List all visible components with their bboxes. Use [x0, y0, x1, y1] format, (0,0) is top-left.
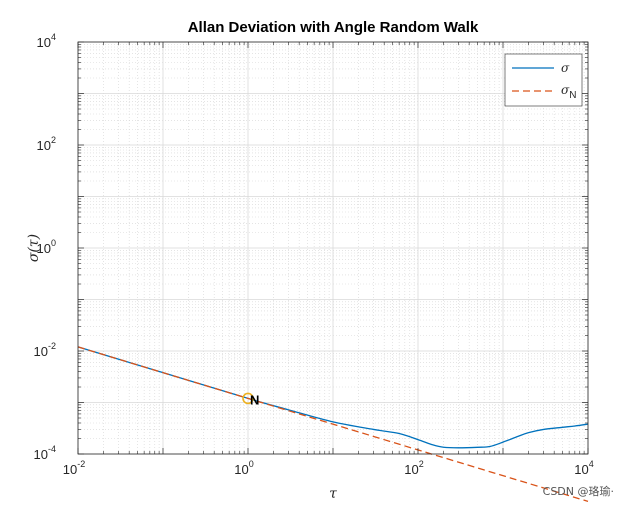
y-tick-label: 102 [37, 135, 56, 153]
y-tick-label: 10-2 [34, 341, 56, 359]
y-tick-label: 104 [37, 32, 56, 50]
y-tick-label-exponent: -2 [48, 341, 56, 351]
legend-box [504, 53, 583, 107]
tick-marks [77, 41, 589, 455]
x-tick-labels: 10-2 100 102 104 [63, 459, 594, 477]
x-tick-label: 100 [234, 459, 253, 477]
legend-label-sigma: σ [561, 61, 570, 75]
y-tick-label-exponent: 4 [51, 32, 56, 42]
legend-label-sigma-n: σN [561, 83, 576, 101]
x-tick-label: 104 [574, 459, 593, 477]
legend-label-sigma-n-base: σ [561, 83, 570, 97]
x-tick-label-base: 10 [63, 462, 77, 477]
annotation-layer: N [242, 392, 259, 407]
y-tick-label-base: 10 [37, 35, 51, 50]
y-tick-label-exponent: -4 [48, 444, 56, 454]
y-axis-label: σ(τ) [26, 234, 42, 262]
y-tick-label: 10-4 [34, 444, 56, 462]
y-tick-label-base: 10 [37, 138, 51, 153]
x-tick-label: 10-2 [63, 459, 85, 477]
x-tick-label: 102 [404, 459, 423, 477]
chart-title: Allan Deviation with Angle Random Walk [188, 19, 479, 36]
x-tick-label-base: 10 [404, 462, 418, 477]
legend-label-sigma-n-subscript: N [569, 90, 576, 101]
annotation-marker [242, 392, 254, 405]
y-tick-label-base: 10 [34, 344, 48, 359]
series-line-sigma [77, 346, 589, 449]
x-tick-label-exponent: 0 [249, 459, 254, 469]
y-tick-label-base: 10 [34, 447, 48, 462]
watermark: CSDN @珞瑜· [543, 484, 614, 498]
legend: σ σN [504, 53, 583, 107]
series-layer [77, 346, 589, 503]
y-tick-label: 100 [37, 238, 56, 256]
series-line-sigma-n [77, 346, 589, 503]
x-tick-label-exponent: 2 [419, 459, 424, 469]
x-tick-label-base: 10 [574, 462, 588, 477]
x-tick-label-exponent: 4 [589, 459, 594, 469]
x-tick-label-exponent: -2 [77, 459, 85, 469]
y-tick-label-base: 10 [37, 241, 51, 256]
y-tick-label-exponent: 0 [51, 238, 56, 248]
annotation-label-n: N [250, 392, 259, 407]
y-tick-label-exponent: 2 [51, 135, 56, 145]
x-axis-label: τ [329, 486, 337, 502]
x-tick-label-base: 10 [234, 462, 248, 477]
